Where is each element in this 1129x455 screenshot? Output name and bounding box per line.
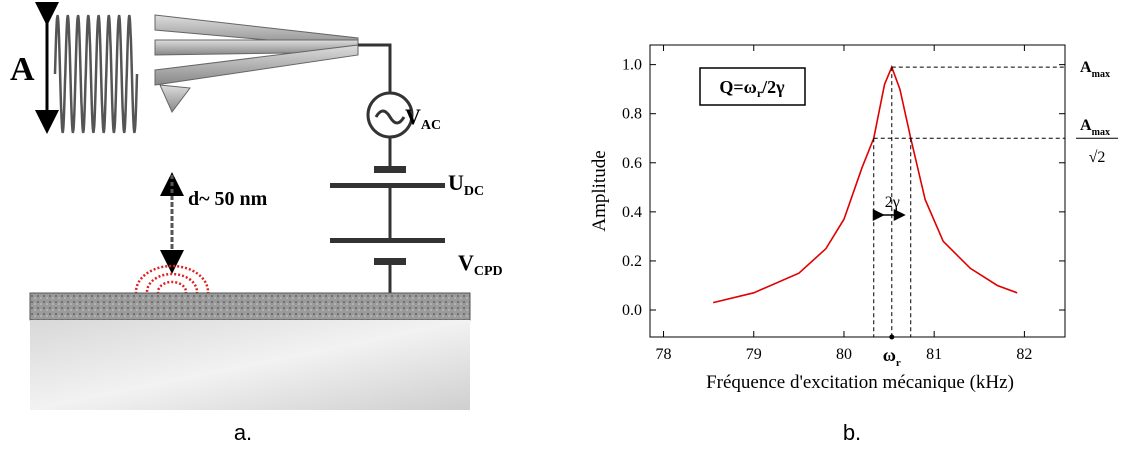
label-sub: DC	[464, 184, 484, 199]
curve	[712, 64, 1018, 304]
amax-label: Amax	[1080, 59, 1110, 80]
caption: a.	[234, 420, 252, 445]
y-axis-label: Amplitude	[589, 150, 610, 231]
annotation: Q=ωr/2γ	[719, 77, 785, 100]
label-main: V	[405, 104, 421, 129]
label-main: U	[448, 170, 464, 195]
vac-label: VAC	[405, 104, 441, 133]
resonance-dot	[889, 334, 895, 340]
caption: b.	[843, 420, 861, 445]
label-sub: max	[1092, 69, 1110, 80]
plate	[374, 166, 406, 173]
substrate	[30, 320, 470, 410]
half-max-label: Amax	[1080, 117, 1110, 138]
label-main: A	[1080, 117, 1092, 134]
plate	[330, 183, 445, 188]
annotation-box	[699, 67, 806, 106]
label-main: ω	[883, 345, 896, 365]
amplitude-label: A	[10, 51, 35, 88]
distance-label: d~ 50 nm	[188, 188, 268, 210]
label-sub: CPD	[474, 264, 503, 279]
annotation-main: Q=ω	[719, 77, 756, 97]
ac-symbol	[374, 109, 406, 125]
x-axis-label: Fréquence d'excitation mécanique (kHz)	[706, 372, 1014, 393]
x-tick-label: 82	[1016, 346, 1032, 363]
label-sub: max	[1092, 127, 1110, 138]
y-tick-label: 0.2	[622, 253, 642, 270]
diagram: A VAC UDC d~ 50 nm VCPD	[10, 2, 503, 410]
plot-frame	[649, 44, 1066, 338]
x-tick-label: 81	[926, 346, 942, 363]
plate	[374, 258, 406, 265]
x-tick-label: 78	[656, 346, 672, 363]
label-sub: r	[896, 357, 901, 369]
surface-layer	[29, 292, 471, 321]
tip	[159, 84, 191, 113]
x-tick-label: 80	[836, 346, 852, 363]
y-tick-label: 0.8	[622, 106, 642, 123]
vcpd-label: VCPD	[458, 250, 503, 279]
annotation-sub: r	[757, 86, 763, 100]
y-tick-label: 0.6	[622, 155, 642, 172]
y-tick-label: 0.4	[622, 204, 642, 221]
chart: Amplitude Fréquence d'excitation mécaniq…	[589, 44, 1118, 393]
label-main: V	[458, 250, 474, 275]
y-tick-label: 0.0	[622, 302, 642, 319]
half-max-denominator: √2	[1089, 149, 1106, 166]
resonance-label: ωr	[883, 345, 901, 369]
wire	[358, 43, 392, 170]
cantilever	[154, 44, 359, 86]
label-main: A	[1080, 59, 1092, 76]
x-tick-label: 79	[746, 346, 762, 363]
bandwidth-label: 2γ	[885, 194, 900, 211]
spring	[53, 14, 139, 134]
plate	[330, 238, 445, 243]
udc-label: UDC	[448, 170, 484, 199]
label-sub: AC	[421, 118, 441, 133]
y-tick-label: 1.0	[622, 57, 642, 74]
annotation-rest: /2γ	[761, 77, 785, 97]
